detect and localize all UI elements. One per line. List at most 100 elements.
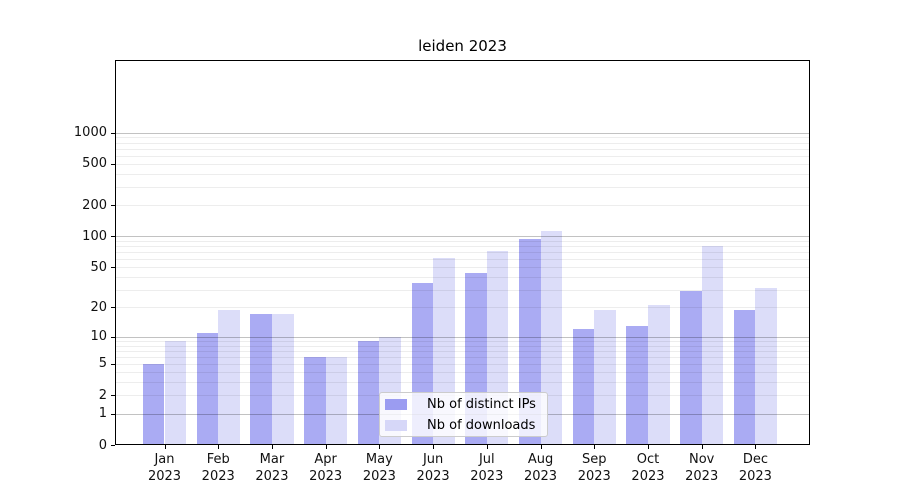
bar-mar-downloads [271,314,294,445]
x-tick-label: May 2023 [349,451,409,485]
x-tick-label-month: Apr [314,452,337,467]
bar-aug-downloads [540,231,563,445]
minor-gridline [115,155,810,157]
minor-gridline [115,246,810,248]
bar-sep-downloads [594,309,616,445]
x-tick [540,445,542,449]
plot-area: Nb of distinct IPs Nb of downloads [115,60,810,445]
y-tick-label: 200 [82,197,107,213]
minor-gridline [115,186,810,188]
x-tick-label-year: 2023 [470,469,504,484]
bar-apr-ips [304,356,326,445]
y-tick-label: 100 [82,228,107,244]
x-tick-label-month: May [365,452,393,467]
legend: Nb of distinct IPs Nb of downloads [379,392,548,437]
y-tick-label: 1 [98,406,107,422]
minor-gridline [115,173,810,175]
y-tick-label: 2 [98,387,107,403]
x-tick [486,445,488,449]
minor-gridline [115,363,810,365]
legend-swatch-distinct-ips-icon [385,398,407,410]
x-tick-label-year: 2023 [362,469,396,484]
bar-jan-downloads [164,340,187,445]
minor-gridline [115,240,810,242]
minor-gridline [115,252,810,254]
minor-gridline [115,356,810,358]
y-tick-label: 5 [98,356,107,372]
minor-gridline [115,345,810,347]
legend-label-downloads: Nb of downloads [427,417,536,433]
x-tick-label-year: 2023 [738,469,772,484]
y-tick [111,267,115,269]
y-tick [111,413,115,415]
x-tick-label-month: Jan [154,452,175,467]
minor-gridline [115,350,810,352]
y-tick-label: 1000 [73,125,107,140]
bar-feb-downloads [218,309,240,445]
minor-gridline [115,142,810,144]
y-tick [111,163,115,165]
y-tick-label: 0 [98,437,107,453]
x-tick [379,445,381,449]
x-tick-label: Oct 2023 [618,451,678,485]
y-tick [111,445,115,446]
x-tick-label: Jul 2023 [457,451,517,485]
minor-gridline [115,277,810,279]
minor-gridline [115,267,810,269]
y-tick [111,132,115,134]
minor-gridline [115,340,810,342]
x-tick-label-year: 2023 [416,469,450,484]
y-tick [111,395,115,397]
x-tick-label-month: Mar [259,452,285,467]
x-tick-label-year: 2023 [201,469,235,484]
x-tick-label: Aug 2023 [511,451,571,485]
x-tick [325,445,327,449]
bar-mar-ips [250,314,272,445]
y-tick [111,307,115,309]
x-tick-label-month: Nov [689,452,715,467]
minor-gridline [115,163,810,165]
x-tick-label: Dec 2023 [725,451,785,485]
minor-gridline [115,289,810,291]
bar-nov-downloads [701,246,724,445]
minor-gridline [115,372,810,374]
x-tick [647,445,649,449]
legend-swatch-downloads-icon [385,419,407,431]
y-tick [111,205,115,207]
x-tick-label: Jun 2023 [403,451,463,485]
x-tick-label: Mar 2023 [242,451,302,485]
bar-dec-downloads [755,288,777,445]
y-tick [111,336,115,338]
bar-nov-ips [680,291,702,445]
minor-gridline [115,137,810,139]
major-gridline [115,236,810,238]
legend-item-distinct-ips: Nb of distinct IPs [385,396,539,413]
bar-apr-downloads [325,356,348,445]
x-tick-label-month: Jul [478,452,495,467]
minor-gridline [115,382,810,384]
bar-dec-ips [733,309,756,445]
x-tick-label-year: 2023 [631,469,665,484]
minor-gridline [115,259,810,261]
bar-oct-ips [626,325,648,445]
chart-title: leiden 2023 [418,37,507,55]
x-tick-label-year: 2023 [309,469,343,484]
x-tick-label-month: Jun [422,452,444,467]
x-tick [271,445,273,449]
x-tick [755,445,757,449]
major-gridline [115,336,810,338]
x-tick-label-month: Sep [581,452,607,467]
x-tick-label-month: Aug [527,452,554,467]
x-tick-label: Apr 2023 [296,451,356,485]
x-tick-label-month: Oct [636,452,660,467]
x-tick-label-year: 2023 [523,469,558,484]
x-tick-label-year: 2023 [255,469,289,484]
y-tick-label: 10 [90,329,107,345]
x-tick-label: Jan 2023 [135,451,195,485]
x-tick-label: Sep 2023 [564,451,624,485]
x-tick-label: Nov 2023 [672,451,732,485]
x-tick-label-month: Dec [742,452,768,467]
x-tick [701,445,703,449]
x-tick-label-year: 2023 [685,469,719,484]
